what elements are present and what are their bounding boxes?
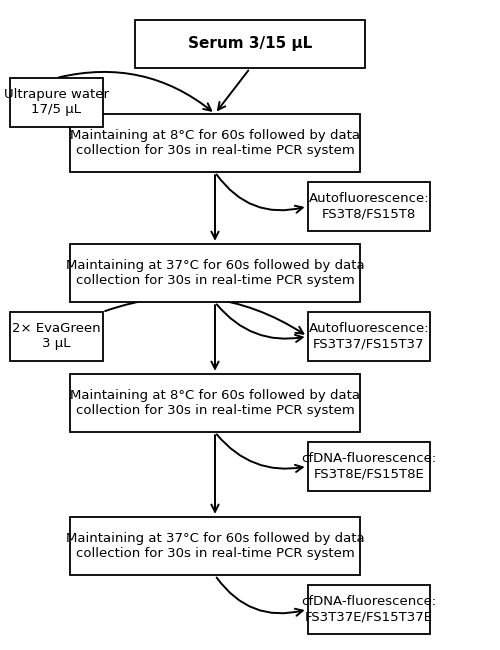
FancyBboxPatch shape	[70, 517, 360, 575]
Text: cfDNA-fluorescence:
FS3T8E/FS15T8E: cfDNA-fluorescence: FS3T8E/FS15T8E	[301, 452, 436, 480]
Text: Maintaining at 8°C for 60s followed by data
collection for 30s in real-time PCR : Maintaining at 8°C for 60s followed by d…	[70, 389, 360, 417]
Text: cfDNA-fluorescence:
FS3T37E/FS15T37E: cfDNA-fluorescence: FS3T37E/FS15T37E	[301, 595, 436, 623]
Text: Maintaining at 37°C for 60s followed by data
collection for 30s in real-time PCR: Maintaining at 37°C for 60s followed by …	[66, 532, 364, 560]
Text: Autofluorescence:
FS3T8/FS15T8: Autofluorescence: FS3T8/FS15T8	[308, 192, 429, 220]
FancyBboxPatch shape	[308, 312, 430, 361]
Text: 2× EvaGreen
3 μL: 2× EvaGreen 3 μL	[12, 322, 101, 350]
FancyBboxPatch shape	[70, 244, 360, 302]
Text: Serum 3/15 μL: Serum 3/15 μL	[188, 36, 312, 51]
FancyBboxPatch shape	[10, 312, 102, 361]
FancyBboxPatch shape	[10, 78, 102, 127]
Text: Autofluorescence:
FS3T37/FS15T37: Autofluorescence: FS3T37/FS15T37	[308, 322, 429, 350]
FancyBboxPatch shape	[70, 374, 360, 432]
FancyBboxPatch shape	[308, 182, 430, 231]
Text: Ultrapure water
17/5 μL: Ultrapure water 17/5 μL	[4, 88, 109, 116]
Text: Maintaining at 37°C for 60s followed by data
collection for 30s in real-time PCR: Maintaining at 37°C for 60s followed by …	[66, 259, 364, 287]
Text: Maintaining at 8°C for 60s followed by data
collection for 30s in real-time PCR : Maintaining at 8°C for 60s followed by d…	[70, 129, 360, 157]
FancyBboxPatch shape	[70, 114, 360, 172]
FancyBboxPatch shape	[308, 442, 430, 491]
FancyBboxPatch shape	[135, 20, 365, 68]
FancyBboxPatch shape	[308, 585, 430, 634]
